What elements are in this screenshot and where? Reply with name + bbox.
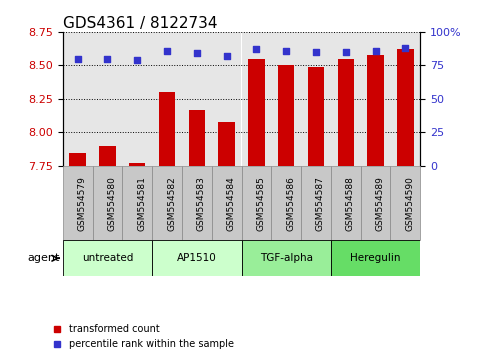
FancyBboxPatch shape <box>390 166 420 240</box>
Text: GSM554580: GSM554580 <box>108 176 116 230</box>
Bar <box>390 32 420 166</box>
Bar <box>70 153 86 166</box>
FancyBboxPatch shape <box>63 240 152 276</box>
Text: GSM554585: GSM554585 <box>256 176 265 230</box>
Bar <box>242 32 271 166</box>
FancyBboxPatch shape <box>212 166 242 240</box>
FancyBboxPatch shape <box>331 240 420 276</box>
Text: AP1510: AP1510 <box>177 253 217 263</box>
Text: GSM554579: GSM554579 <box>78 176 86 230</box>
Bar <box>99 146 115 166</box>
FancyBboxPatch shape <box>63 166 93 240</box>
Bar <box>129 163 145 166</box>
Point <box>163 48 171 53</box>
FancyBboxPatch shape <box>152 240 242 276</box>
Point <box>104 56 112 62</box>
Point <box>282 48 290 53</box>
Bar <box>271 32 301 166</box>
Point <box>253 46 260 52</box>
Point <box>372 48 380 53</box>
FancyBboxPatch shape <box>361 166 390 240</box>
Text: untreated: untreated <box>82 253 133 263</box>
Text: GDS4361 / 8122734: GDS4361 / 8122734 <box>63 16 217 31</box>
FancyBboxPatch shape <box>93 166 122 240</box>
Bar <box>361 32 390 166</box>
Bar <box>152 32 182 166</box>
Bar <box>182 32 212 166</box>
Bar <box>397 49 413 166</box>
Text: GSM554590: GSM554590 <box>405 176 414 230</box>
Bar <box>368 55 384 166</box>
Text: GSM554586: GSM554586 <box>286 176 295 230</box>
Point <box>312 49 320 55</box>
FancyBboxPatch shape <box>182 166 212 240</box>
FancyBboxPatch shape <box>331 166 361 240</box>
Text: GSM554583: GSM554583 <box>197 176 206 230</box>
FancyBboxPatch shape <box>271 166 301 240</box>
Point <box>133 57 141 63</box>
Bar <box>159 92 175 166</box>
Text: GSM554582: GSM554582 <box>167 176 176 230</box>
Text: GSM554587: GSM554587 <box>316 176 325 230</box>
Point <box>193 51 201 56</box>
FancyBboxPatch shape <box>152 166 182 240</box>
Bar <box>189 110 205 166</box>
FancyBboxPatch shape <box>301 166 331 240</box>
Bar <box>93 32 122 166</box>
FancyBboxPatch shape <box>242 240 331 276</box>
Bar <box>331 32 361 166</box>
Legend: transformed count, percentile rank within the sample: transformed count, percentile rank withi… <box>53 324 234 349</box>
Bar <box>212 32 242 166</box>
Bar <box>122 32 152 166</box>
Text: GSM554589: GSM554589 <box>376 176 384 230</box>
Text: GSM554581: GSM554581 <box>137 176 146 230</box>
Text: agent: agent <box>28 253 60 263</box>
Bar <box>308 67 324 166</box>
Point <box>401 45 409 51</box>
Point <box>223 53 230 59</box>
Bar <box>278 65 294 166</box>
Text: GSM554588: GSM554588 <box>346 176 355 230</box>
FancyBboxPatch shape <box>242 166 271 240</box>
Bar <box>338 59 354 166</box>
Point <box>74 56 82 62</box>
Bar <box>218 122 235 166</box>
Text: TGF-alpha: TGF-alpha <box>260 253 313 263</box>
Point <box>342 49 350 55</box>
Text: Heregulin: Heregulin <box>350 253 401 263</box>
FancyBboxPatch shape <box>122 166 152 240</box>
Bar <box>301 32 331 166</box>
Text: GSM554584: GSM554584 <box>227 176 236 230</box>
Bar <box>248 59 265 166</box>
Bar <box>63 32 93 166</box>
